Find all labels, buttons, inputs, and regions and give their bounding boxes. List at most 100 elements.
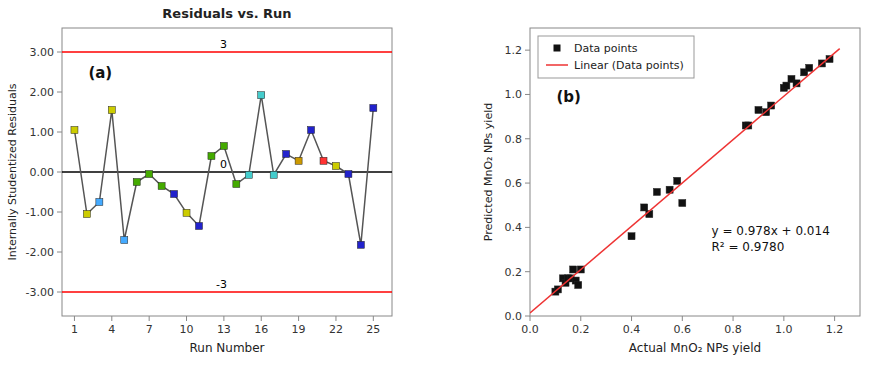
point [370,105,377,112]
y-tick-label: 2.00 [30,86,55,99]
point [146,171,153,178]
x-tick-label: 22 [329,323,343,336]
x-tick-label: 10 [180,323,194,336]
point [628,233,635,240]
y-tick [525,50,530,51]
figure: Residuals vs. Run147101316192225-3.00-2.… [0,0,886,374]
line [74,95,373,245]
panel-label: (b) [556,88,580,106]
point [233,181,240,188]
point [320,157,327,164]
reference-line-label: 0 [220,158,227,171]
point [674,177,681,184]
y-tick-label: 0.4 [505,221,523,234]
x-tick [682,316,683,321]
point [755,106,762,113]
point [108,107,115,114]
x-tick [298,316,299,321]
x-tick [74,316,75,321]
y-tick [525,183,530,184]
y-tick-label: 3.00 [30,46,55,59]
x-tick [783,316,784,321]
point [121,237,128,244]
x-tick-label: 7 [146,323,153,336]
legend-label: Data points [574,42,638,55]
y-tick [57,252,62,253]
x-tick-label: 25 [366,323,380,336]
x-tick [530,316,531,321]
y-tick-label: 1.00 [30,126,55,139]
reference-line-label: -3 [216,278,227,291]
x-tick-label: 0.6 [674,323,692,336]
y-tick-label: -2.00 [26,246,54,259]
panel: 0.00.20.40.60.81.01.20.00.20.40.60.81.01… [482,28,860,355]
x-tick [335,316,336,321]
x-tick [149,316,150,321]
point [679,200,686,207]
y-tick-label: -1.00 [26,206,54,219]
point [806,64,813,71]
annotation-line: R² = 0.9780 [712,240,785,254]
point [295,157,302,164]
reference-line-label: 3 [220,38,227,51]
point [245,171,252,178]
y-tick [57,92,62,93]
line [530,49,840,313]
legend: Data points Linear (Data points) [538,36,694,78]
x-tick [631,316,632,321]
panel-label: (a) [88,64,112,82]
y-axis-label: Internally Studentized Residuals [6,83,19,260]
x-tick-label: 1.2 [826,323,844,336]
point [641,204,648,211]
plot-frame [530,28,860,316]
point [653,188,660,195]
reference-line [62,291,392,293]
x-tick [111,316,112,321]
point [208,153,215,160]
point [308,127,315,134]
x-tick-label: 19 [292,323,306,336]
point [570,266,577,273]
point [133,179,140,186]
point [71,127,78,134]
x-tick [223,316,224,321]
x-tick-label: 0.0 [521,323,539,336]
y-tick [57,212,62,213]
y-tick [525,138,530,139]
x-tick [733,316,734,321]
y-tick-label: 0.8 [505,133,523,146]
reference-line [62,51,392,53]
point [357,241,364,248]
title: Residuals vs. Run [162,6,291,21]
point [83,211,90,218]
point [220,143,227,150]
y-tick-label: 1.2 [505,44,523,57]
y-tick-label: 1.0 [505,88,523,101]
point [345,171,352,178]
x-tick [834,316,835,321]
panel: Residuals vs. Run147101316192225-3.00-2.… [6,6,392,355]
plot-marks [530,49,840,313]
plot-marks [62,52,392,292]
y-tick [57,52,62,53]
reference-line [62,171,392,173]
point [283,151,290,158]
x-tick-label: 1 [71,323,78,336]
point [158,183,165,190]
legend-label: Linear (Data points) [574,59,684,72]
x-axis-label: Actual MnO₂ NPs yield [629,341,761,355]
y-tick-label: 0.2 [505,266,523,279]
legend-swatch [546,64,568,66]
point [96,199,103,206]
x-tick-label: 0.8 [724,323,742,336]
point [183,209,190,216]
point [332,163,339,170]
x-tick [373,316,374,321]
y-tick [57,172,62,173]
x-tick-label: 0.2 [572,323,590,336]
point [171,191,178,198]
background [0,0,886,374]
x-tick [186,316,187,321]
y-tick [525,316,530,317]
y-tick [57,292,62,293]
